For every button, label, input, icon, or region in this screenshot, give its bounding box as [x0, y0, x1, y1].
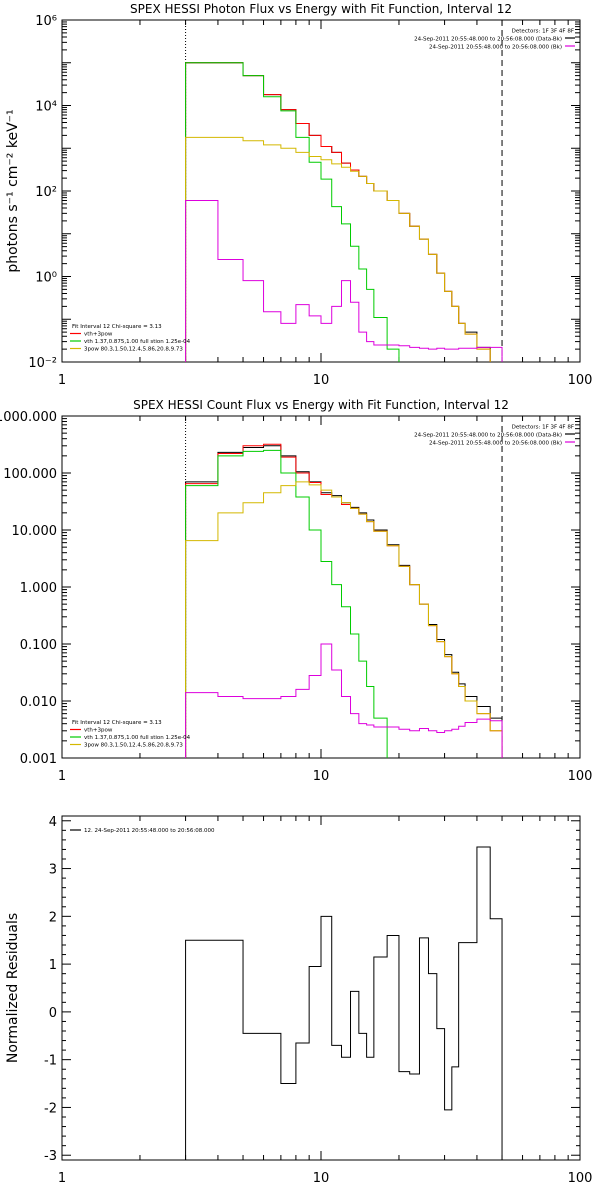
x-tick-label: 100: [568, 373, 593, 388]
data-layer: [185, 846, 503, 1160]
legend-text: 24-Sep-2011 20:55:48.000 to 20:56:08.000…: [414, 37, 562, 43]
legend-text: vth 1.37,0.875,1.00 full stion 1.25e-04: [84, 735, 191, 741]
y-axis-label: Normalized Residuals: [5, 913, 21, 1063]
legend-text: vth+3pow: [84, 728, 113, 734]
y-tick-label: 3: [49, 863, 57, 878]
chart-panel: SPEX HESSI Count Flux vs Energy with Fit…: [0, 398, 592, 784]
y-tick-label: -3: [44, 1149, 57, 1164]
legend-text: Detectors: 1F 3F 4F 8F: [512, 425, 574, 431]
y-tick-label: 4: [49, 815, 57, 830]
y-tick-label: 10²: [35, 185, 57, 200]
y-tick-label: 1000.000: [0, 410, 57, 425]
chart-title: SPEX HESSI Count Flux vs Energy with Fit…: [133, 398, 509, 412]
x-tick-label: 100: [568, 769, 593, 784]
y-tick-label: -2: [44, 1101, 57, 1116]
legend-text: Fit Interval 12 Chi-square = 3.13: [72, 720, 162, 726]
series-line: [185, 846, 503, 1160]
series-line: [185, 449, 388, 758]
legend-text: 24-Sep-2011 20:55:48.000 to 20:56:08.000…: [414, 433, 562, 439]
y-tick-label: 2: [49, 910, 57, 925]
data-layer: [185, 416, 503, 758]
legend-right: Detectors: 1F 3F 4F 8F 24-Sep-2011 20:55:…: [414, 29, 575, 51]
y-tick-label: 10⁴: [35, 100, 57, 115]
legend-left: 12. 24-Sep-2011 20:55:48.000 to 20:56:08…: [70, 828, 215, 834]
legend-text: 24-Sep-2011 20:55:48.000 to 20:56:08.000…: [429, 45, 562, 51]
series-line: [185, 481, 503, 758]
legend-text: 3pow 80.3,1.50,12.4,5.86,20.8,9.73: [84, 743, 183, 749]
legend-left: Fit Interval 12 Chi-square = 3.13 vth+3po…: [70, 324, 191, 353]
series-line: [185, 199, 503, 362]
y-axis-label: photons s⁻¹ cm⁻² keV⁻¹: [5, 109, 21, 272]
series-line: [185, 62, 503, 362]
x-tick-label: 10: [313, 1171, 330, 1186]
x-tick-label: 10: [313, 373, 330, 388]
legend-text: vth 1.37,0.875,1.00 full stion 1.25e-04: [84, 339, 191, 345]
y-tick-label: 1: [49, 958, 57, 973]
series-line: [185, 443, 503, 758]
x-tick-label: 10: [313, 769, 330, 784]
y-tick-label: 100.000: [3, 467, 57, 482]
legend-text: 12. 24-Sep-2011 20:55:48.000 to 20:56:08…: [84, 828, 215, 834]
y-tick-label: 10⁶: [35, 14, 57, 29]
series-line: [185, 643, 503, 758]
legend-right: Detectors: 1F 3F 4F 8F 24-Sep-2011 20:55:…: [414, 425, 575, 447]
legend-text: 24-Sep-2011 20:55:48.000 to 20:56:08.000…: [429, 441, 562, 447]
series-line: [185, 445, 503, 758]
y-tick-label: 0: [49, 1006, 57, 1021]
chart-title: SPEX HESSI Photon Flux vs Energy with Fi…: [130, 2, 512, 16]
series-line: [185, 62, 400, 362]
legend-text: 3pow 80.3,1.50,12.4,5.86,20.8,9.73: [84, 347, 183, 353]
y-tick-label: 0.001: [20, 752, 57, 767]
y-tick-label: 10⁻²: [28, 356, 57, 371]
series-line: [185, 136, 491, 362]
y-tick-label: 1.000: [20, 581, 57, 596]
y-tick-label: 0.010: [20, 695, 57, 710]
data-layer: [185, 20, 503, 362]
x-tick-label: 1: [58, 1171, 66, 1186]
chart-panel: 1 10 100 -3 -2 -1 0 1 2 3 4 Normalized Residuals 12.…: [5, 815, 592, 1186]
chart-panel: SPEX HESSI Photon Flux vs Energy with Fi…: [5, 2, 592, 388]
y-tick-label: 0.100: [20, 638, 57, 653]
y-tick-label: 10.000: [12, 524, 58, 539]
series-line: [185, 62, 491, 362]
legend-text: Fit Interval 12 Chi-square = 3.13: [72, 324, 162, 330]
legend-left: Fit Interval 12 Chi-square = 3.13 vth+3po…: [70, 720, 191, 749]
x-tick-label: 1: [58, 769, 66, 784]
y-tick-label: 10⁰: [35, 271, 57, 286]
legend-text: Detectors: 1F 3F 4F 8F: [512, 29, 574, 35]
x-tick-label: 100: [568, 1171, 593, 1186]
y-tick-label: -1: [44, 1054, 57, 1069]
legend-text: vth+3pow: [84, 332, 113, 338]
x-tick-label: 1: [58, 373, 66, 388]
